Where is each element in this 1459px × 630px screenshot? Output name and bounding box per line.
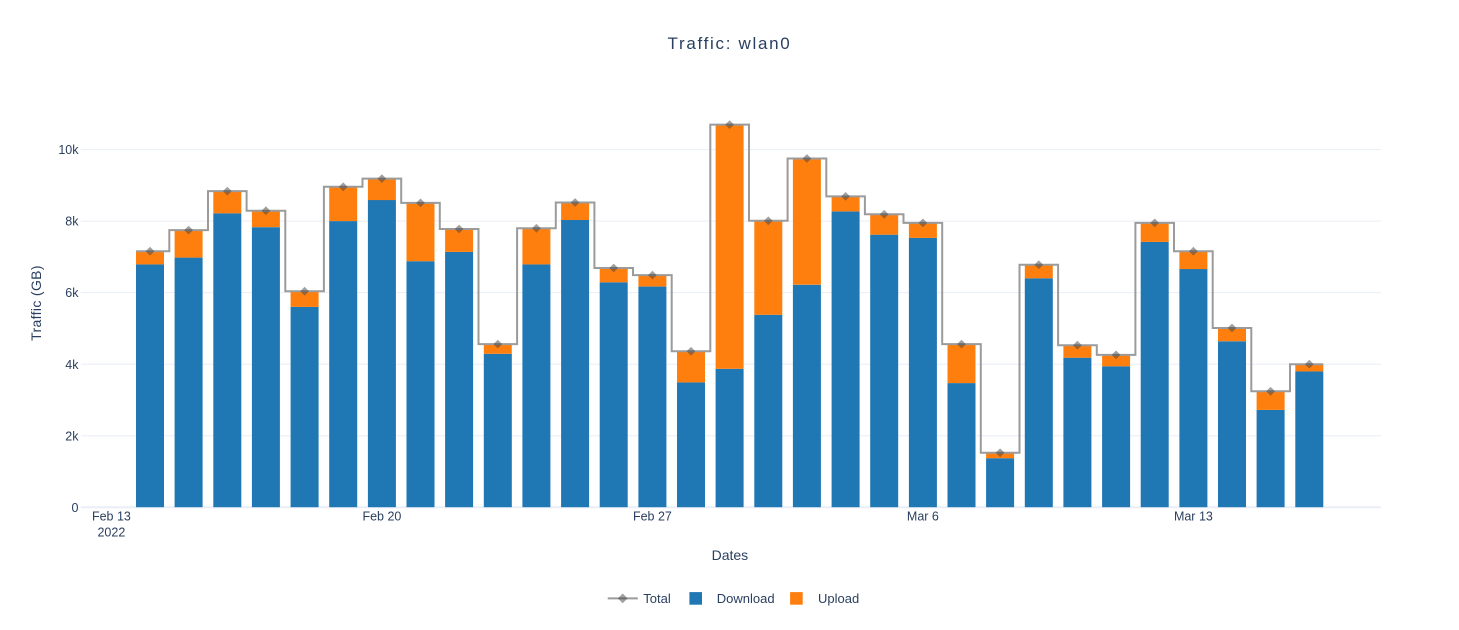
svg-text:Feb 27: Feb 27 [633, 510, 672, 524]
svg-text:Dates: Dates [712, 547, 749, 563]
svg-text:2k: 2k [65, 429, 79, 443]
svg-text:4k: 4k [65, 358, 79, 372]
svg-text:6k: 6k [65, 286, 79, 300]
svg-text:0: 0 [72, 501, 79, 515]
svg-text:Traffic (GB): Traffic (GB) [28, 265, 44, 341]
svg-text:Mar 13: Mar 13 [1174, 510, 1213, 524]
svg-text:Upload: Upload [818, 591, 859, 606]
svg-text:Download: Download [717, 591, 775, 606]
svg-text:Total: Total [643, 591, 671, 606]
svg-text:Feb 20: Feb 20 [362, 510, 401, 524]
svg-text:Mar 6: Mar 6 [907, 510, 939, 524]
svg-text:10k: 10k [58, 143, 79, 157]
svg-text:Traffic: wlan0: Traffic: wlan0 [668, 34, 792, 53]
svg-text:8k: 8k [65, 215, 79, 229]
svg-text:2022: 2022 [97, 526, 125, 540]
svg-text:Feb 13: Feb 13 [92, 510, 131, 524]
